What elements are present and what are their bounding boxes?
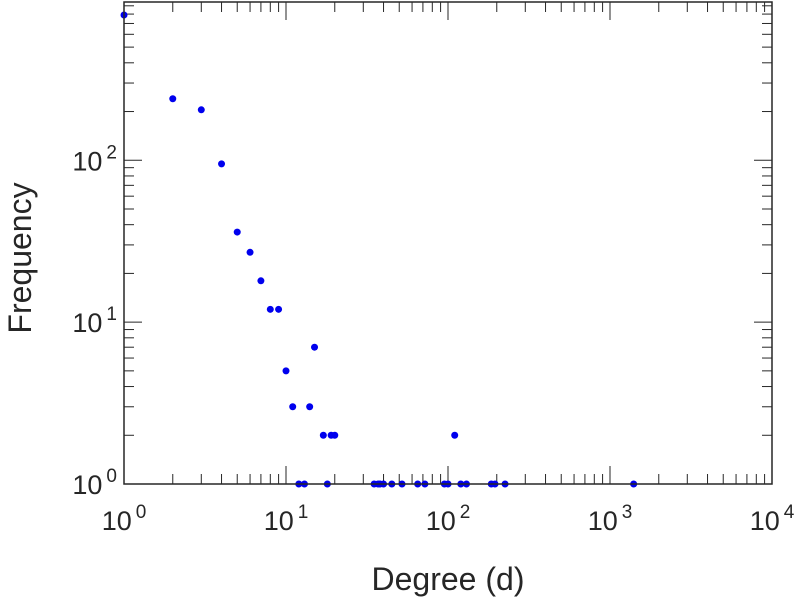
tick-label-exponent: 4: [784, 502, 795, 523]
x-tick-labels: 10 0 10 1 10 2 10 3 10 4: [102, 502, 795, 536]
tick-label-exponent: 1: [298, 502, 309, 523]
y-axis-label: Frequency: [2, 182, 38, 333]
data-point: [311, 343, 319, 351]
x-tick-label: 10 1: [264, 502, 309, 536]
tick-label-base: 10: [72, 146, 102, 176]
data-point: [218, 160, 226, 168]
tick-label-base: 10: [72, 470, 102, 500]
tick-label-exponent: 2: [106, 142, 117, 163]
axis-ticks: [123, 2, 772, 485]
tick-label-base: 10: [588, 506, 618, 536]
tick-label-exponent: 0: [106, 466, 117, 487]
data-point: [275, 305, 283, 313]
tick-label-exponent: 0: [136, 502, 147, 523]
data-point: [257, 277, 265, 285]
data-point: [451, 431, 459, 439]
tick-label-base: 10: [102, 506, 132, 536]
data-point: [306, 403, 314, 411]
data-point: [289, 403, 297, 411]
tick-label-base: 10: [426, 506, 456, 536]
tick-label-exponent: 1: [106, 304, 117, 325]
data-point: [331, 431, 339, 439]
data-points: [120, 11, 638, 488]
data-point: [169, 95, 177, 103]
x-tick-label: 10 0: [102, 502, 147, 536]
data-point: [282, 367, 290, 375]
y-tick-label: 10 0: [72, 466, 117, 500]
x-axis-label: Degree (d): [372, 561, 525, 597]
x-tick-label: 10 3: [588, 502, 633, 536]
tick-label-base: 10: [72, 308, 102, 338]
data-point: [246, 248, 254, 256]
tick-label-base: 10: [750, 506, 780, 536]
data-point: [197, 106, 205, 114]
data-point: [319, 431, 327, 439]
x-tick-label: 10 4: [750, 502, 795, 536]
y-tick-label: 10 2: [72, 142, 117, 176]
data-point: [233, 228, 241, 236]
tick-label-base: 10: [264, 506, 294, 536]
y-tick-label: 10 1: [72, 304, 117, 338]
plot-frame: [123, 1, 773, 485]
x-tick-label: 10 2: [426, 502, 471, 536]
data-point: [266, 305, 274, 313]
tick-label-exponent: 2: [460, 502, 471, 523]
tick-label-exponent: 3: [622, 502, 633, 523]
